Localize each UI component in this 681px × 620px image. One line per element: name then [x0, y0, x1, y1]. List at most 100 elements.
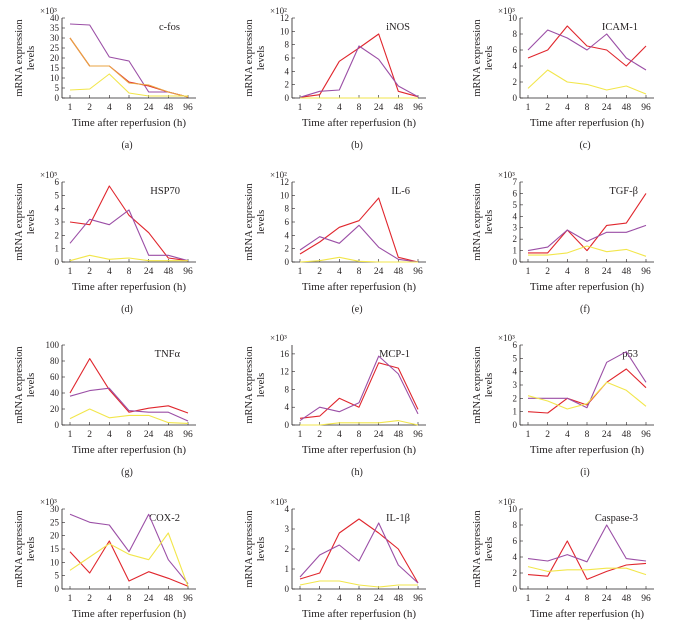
x-tick-label: 2: [545, 267, 550, 277]
y-axis-title-line: levels: [26, 46, 37, 71]
series-line-red: [69, 540, 189, 587]
y-axis-title-line: levels: [484, 46, 495, 71]
x-tick-label: 2: [545, 430, 550, 440]
series-line-red: [299, 197, 419, 263]
y-tick-label: 8: [285, 40, 290, 50]
y-tick-label: 15: [50, 63, 60, 73]
x-tick-label: 2: [317, 267, 322, 277]
y-axis-title: mRNA expressionlevels: [244, 19, 267, 97]
y-tick-label: 0: [55, 584, 60, 594]
y-tick-label: 6: [285, 53, 290, 63]
y-axis-title: mRNA expressionlevels: [472, 183, 495, 261]
x-tick-label: 96: [183, 103, 193, 113]
y-axis-title-line: levels: [26, 373, 37, 398]
y-tick-label: 12: [280, 177, 289, 187]
chart-title: Caspase-3: [595, 513, 638, 524]
x-axis-title: Time after reperfusion (h): [302, 281, 416, 293]
y-tick-label: 12: [280, 367, 289, 377]
x-tick-label: 8: [127, 267, 132, 277]
x-tick-label: 48: [164, 103, 174, 113]
panel-label: (c): [579, 140, 590, 151]
x-tick-label: 2: [317, 594, 322, 604]
x-tick-label: 1: [298, 103, 303, 113]
x-tick-label: 1: [298, 267, 303, 277]
x-tick-label: 48: [164, 594, 174, 604]
y-axis-title: mRNA expressionlevels: [472, 510, 495, 588]
y-tick-label: 5: [55, 83, 60, 93]
y-tick-label: 6: [513, 536, 518, 546]
y-axis-title-line: levels: [256, 210, 267, 235]
x-axis-title: Time after reperfusion (h): [302, 444, 416, 456]
y-tick-label: 10: [50, 73, 60, 83]
y-axis-title: mRNA expressionlevels: [14, 510, 37, 588]
x-tick-label: 8: [357, 267, 362, 277]
x-tick-label: 2: [87, 103, 92, 113]
y-scale-label: ×10⁵: [40, 170, 57, 180]
y-tick-label: 3: [513, 380, 518, 390]
x-axis-title: Time after reperfusion (h): [530, 444, 644, 456]
x-tick-label: 48: [394, 430, 404, 440]
x-tick-label: 24: [374, 594, 384, 604]
series-line-red: [527, 25, 647, 67]
y-tick-label: 25: [50, 517, 60, 527]
y-tick-label: 8: [285, 384, 290, 394]
x-tick-label: 4: [107, 594, 112, 604]
y-axis-title-line: levels: [484, 537, 495, 562]
chart-title: TGF-β: [609, 186, 638, 197]
x-tick-label: 8: [357, 430, 362, 440]
x-tick-label: 4: [565, 267, 570, 277]
x-axis-title: Time after reperfusion (h): [302, 608, 416, 620]
y-tick-label: 20: [50, 53, 60, 63]
x-tick-label: 4: [565, 103, 570, 113]
y-tick-label: 4: [285, 402, 290, 412]
y-scale-label: ×10³: [498, 6, 515, 16]
x-tick-label: 8: [127, 430, 132, 440]
chart-title: c-fos: [159, 22, 180, 33]
series-line-red: [527, 368, 647, 414]
x-tick-label: 8: [127, 594, 132, 604]
y-axis-title-line: mRNA expression: [472, 183, 483, 261]
y-tick-label: 8: [285, 204, 290, 214]
panel-label: (i): [580, 467, 589, 478]
chart-title: IL-6: [391, 186, 410, 197]
x-tick-label: 4: [107, 267, 112, 277]
x-tick-label: 4: [565, 430, 570, 440]
y-tick-label: 15: [50, 544, 60, 554]
x-tick-label: 96: [641, 103, 651, 113]
chart-title: IL-1β: [386, 513, 410, 524]
y-tick-label: 10: [508, 504, 518, 514]
y-tick-label: 100: [46, 340, 60, 350]
y-axis-title-line: levels: [26, 210, 37, 235]
y-scale-label: ×10³: [40, 6, 57, 16]
y-tick-label: 0: [55, 257, 60, 267]
y-scale-label: ×10²: [270, 6, 287, 16]
y-tick-label: 10: [508, 13, 518, 23]
series-line-purple: [527, 29, 647, 71]
series-line-yellow: [299, 256, 418, 263]
x-tick-label: 24: [374, 267, 384, 277]
x-tick-label: 8: [585, 103, 590, 113]
y-tick-label: 3: [513, 223, 518, 233]
y-axis-title-line: mRNA expression: [14, 183, 25, 261]
y-tick-label: 10: [280, 26, 290, 36]
x-tick-label: 48: [622, 267, 632, 277]
x-axis-title: Time after reperfusion (h): [530, 608, 644, 620]
y-axis-title-line: levels: [256, 46, 267, 71]
y-tick-label: 2: [513, 77, 518, 87]
x-tick-label: 48: [394, 103, 404, 113]
y-tick-label: 3: [285, 524, 290, 534]
chart-title: MCP-1: [379, 349, 410, 360]
panel-label: (b): [351, 140, 363, 151]
x-axis-title: Time after reperfusion (h): [72, 117, 186, 129]
series-line-purple: [69, 23, 189, 98]
y-axis-title-line: levels: [256, 373, 267, 398]
y-tick-label: 25: [50, 43, 60, 53]
x-tick-label: 2: [87, 594, 92, 604]
series-line-yellow: [527, 566, 647, 576]
